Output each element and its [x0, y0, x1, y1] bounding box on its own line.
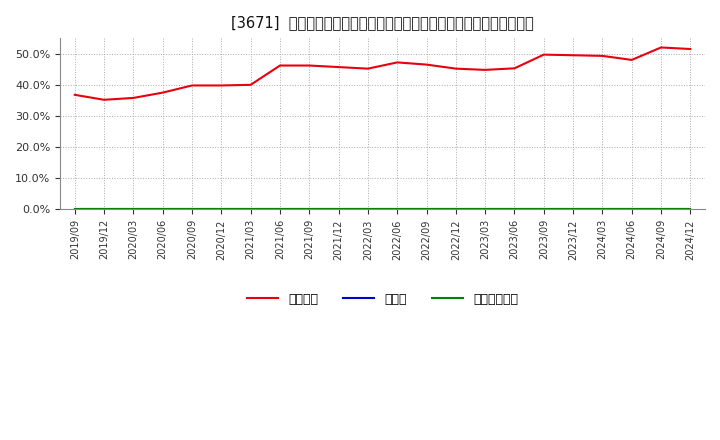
自己資本 [481, 67, 490, 73]
自己資本 [364, 66, 372, 71]
のれん [393, 207, 402, 212]
繰延税金資産 [158, 207, 167, 212]
自己資本 [422, 62, 431, 67]
のれん [334, 207, 343, 212]
繰延税金資産 [422, 207, 431, 212]
繰延税金資産 [686, 207, 695, 212]
Line: 自己資本: 自己資本 [75, 48, 690, 100]
自己資本 [246, 82, 255, 88]
自己資本 [539, 52, 548, 57]
自己資本 [158, 90, 167, 95]
繰延税金資産 [598, 207, 607, 212]
のれん [276, 207, 284, 212]
自己資本 [305, 63, 314, 68]
のれん [598, 207, 607, 212]
のれん [539, 207, 548, 212]
繰延税金資産 [217, 207, 225, 212]
繰延税金資産 [129, 207, 138, 212]
Title: [3671]  自己資本、のれん、繰延税金資産の総資産に対する比率の推移: [3671] 自己資本、のれん、繰延税金資産の総資産に対する比率の推移 [231, 15, 534, 30]
自己資本 [188, 83, 197, 88]
繰延税金資産 [657, 207, 665, 212]
のれん [217, 207, 225, 212]
Legend: 自己資本, のれん, 繰延税金資産: 自己資本, のれん, 繰延税金資産 [242, 288, 523, 311]
繰延税金資産 [393, 207, 402, 212]
のれん [481, 207, 490, 212]
繰延税金資産 [569, 207, 577, 212]
繰延税金資産 [188, 207, 197, 212]
繰延税金資産 [100, 207, 109, 212]
自己資本 [510, 66, 519, 71]
のれん [100, 207, 109, 212]
繰延税金資産 [481, 207, 490, 212]
のれん [627, 207, 636, 212]
のれん [158, 207, 167, 212]
のれん [657, 207, 665, 212]
のれん [510, 207, 519, 212]
のれん [686, 207, 695, 212]
自己資本 [276, 63, 284, 68]
自己資本 [627, 57, 636, 62]
自己資本 [657, 45, 665, 50]
自己資本 [100, 97, 109, 103]
のれん [569, 207, 577, 212]
のれん [451, 207, 460, 212]
自己資本 [451, 66, 460, 71]
繰延税金資産 [305, 207, 314, 212]
繰延税金資産 [451, 207, 460, 212]
自己資本 [129, 95, 138, 101]
繰延税金資産 [539, 207, 548, 212]
自己資本 [217, 83, 225, 88]
のれん [129, 207, 138, 212]
のれん [188, 207, 197, 212]
自己資本 [686, 46, 695, 51]
繰延税金資産 [334, 207, 343, 212]
自己資本 [334, 64, 343, 70]
繰延税金資産 [246, 207, 255, 212]
繰延税金資産 [276, 207, 284, 212]
繰延税金資産 [510, 207, 519, 212]
繰延税金資産 [364, 207, 372, 212]
のれん [422, 207, 431, 212]
のれん [71, 207, 79, 212]
自己資本 [569, 53, 577, 58]
繰延税金資産 [71, 207, 79, 212]
のれん [364, 207, 372, 212]
自己資本 [598, 53, 607, 59]
自己資本 [71, 92, 79, 97]
繰延税金資産 [627, 207, 636, 212]
自己資本 [393, 60, 402, 65]
のれん [305, 207, 314, 212]
のれん [246, 207, 255, 212]
